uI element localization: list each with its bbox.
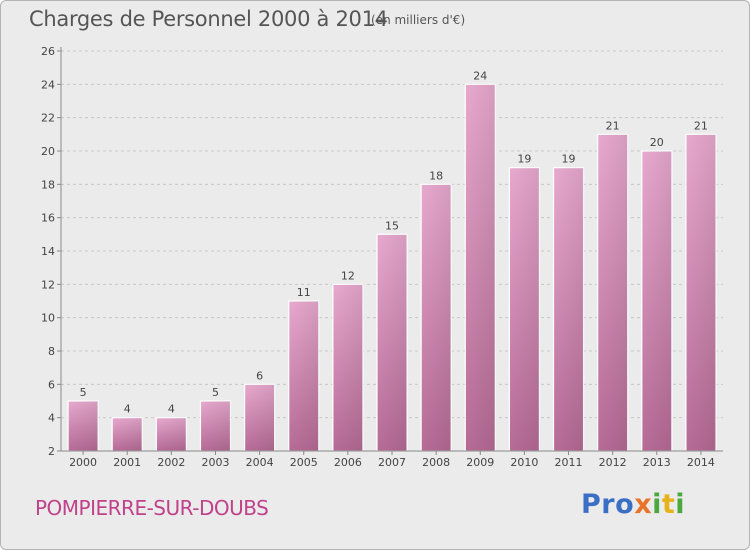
bar-shade (288, 301, 319, 451)
data-label: 4 (168, 403, 175, 416)
y-tick-label: 24 (41, 78, 55, 91)
bar-shade (332, 284, 363, 451)
data-label: 4 (124, 403, 131, 416)
bar-shade (685, 134, 716, 452)
y-tick-label: 16 (41, 212, 55, 225)
x-tick-label: 2002 (157, 456, 185, 469)
x-tick-label: 2001 (113, 456, 141, 469)
data-label: 15 (385, 219, 399, 232)
data-label: 24 (473, 69, 487, 82)
data-label: 5 (80, 386, 87, 399)
x-tick-label: 2013 (643, 456, 671, 469)
x-tick-label: 2006 (334, 456, 362, 469)
logo-letter: i (675, 489, 686, 520)
bar-shade (200, 401, 231, 451)
data-label: 21 (606, 119, 620, 132)
y-tick-label: 22 (41, 112, 55, 125)
chart-title: Charges de Personnel 2000 à 2014 (29, 7, 388, 31)
y-tick-label: 12 (41, 278, 55, 291)
y-tick-label: 26 (41, 45, 55, 58)
x-tick-label: 2014 (687, 456, 715, 469)
bar-shade (509, 167, 540, 451)
data-label: 19 (517, 153, 531, 166)
logo-letter: x (634, 489, 653, 520)
data-label: 20 (650, 136, 664, 149)
x-tick-label: 2010 (510, 456, 538, 469)
y-tick-label: 18 (41, 178, 55, 191)
y-tick-label: 6 (48, 378, 55, 391)
logo-letter: o (615, 489, 635, 520)
x-tick-label: 2005 (290, 456, 318, 469)
bar-shade (68, 401, 99, 451)
logo-letter: r (601, 489, 616, 520)
x-tick-label: 2003 (201, 456, 229, 469)
town-name: POMPIERRE-SUR-DOUBS (35, 496, 269, 520)
bar-shade (376, 234, 408, 451)
bar-shade (641, 151, 672, 451)
proxiti-logo: Proxiti (581, 489, 685, 520)
bar-shade (421, 184, 452, 452)
bar-shade (465, 84, 496, 451)
x-tick-label: 2004 (246, 456, 274, 469)
data-label: 5 (212, 386, 219, 399)
bar-shade (156, 417, 187, 451)
logo-letter: t (661, 489, 676, 520)
data-label: 12 (341, 269, 355, 282)
y-tick-label: 14 (41, 245, 55, 258)
data-label: 18 (429, 169, 443, 182)
y-tick-label: 4 (48, 412, 55, 425)
x-tick-label: 2009 (466, 456, 494, 469)
data-label: 21 (694, 119, 708, 132)
data-label: 19 (562, 153, 576, 166)
x-tick-label: 2012 (599, 456, 627, 469)
chart-subtitle: (en milliers d'€) (371, 13, 466, 27)
x-tick-label: 2007 (378, 456, 406, 469)
logo-letter: P (581, 489, 602, 520)
y-tick-label: 2 (48, 445, 55, 458)
bar-shade (553, 167, 584, 451)
data-label: 11 (297, 286, 311, 299)
data-label: 6 (256, 369, 263, 382)
bar-shade (112, 417, 143, 451)
bar-shade (597, 134, 628, 452)
y-tick-label: 10 (41, 312, 55, 325)
logo-letter: i (652, 489, 662, 520)
y-tick-label: 20 (41, 145, 55, 158)
y-tick-label: 8 (48, 345, 55, 358)
x-tick-label: 2011 (555, 456, 583, 469)
x-tick-label: 2008 (422, 456, 450, 469)
x-tick-label: 2000 (69, 456, 97, 469)
bar-shade (244, 384, 275, 451)
